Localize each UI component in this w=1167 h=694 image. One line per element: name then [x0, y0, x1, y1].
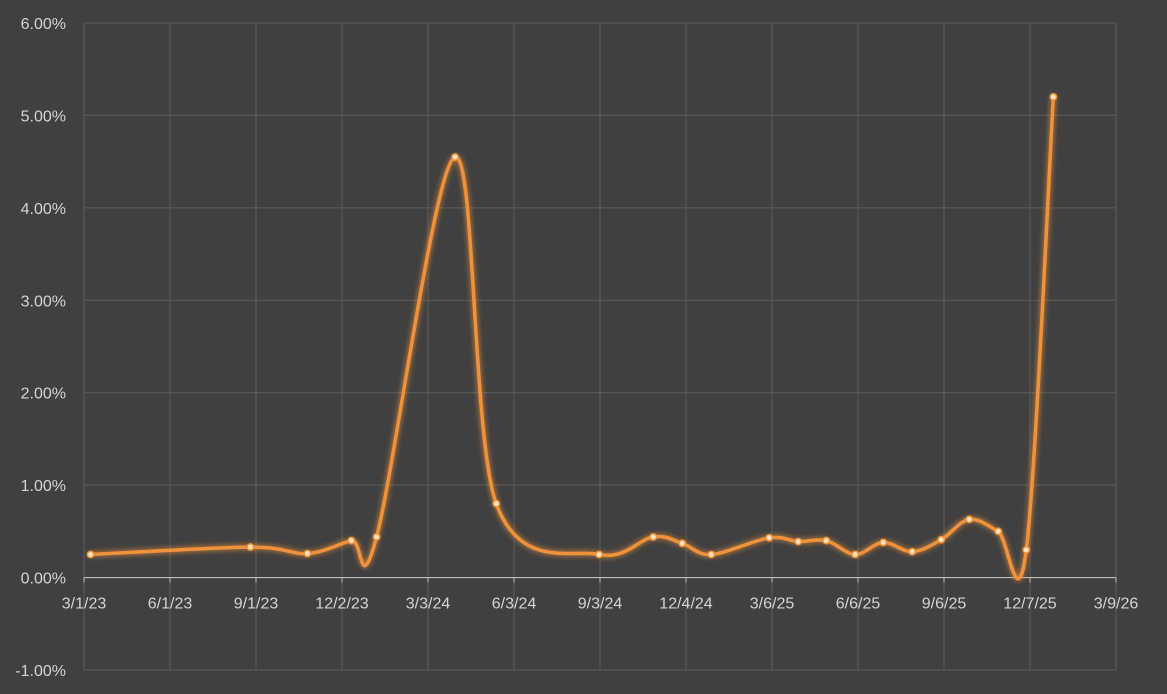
y-tick-label: -1.00% — [15, 663, 66, 680]
data-point — [822, 536, 831, 545]
y-tick-label: 2.00% — [21, 386, 66, 403]
data-point — [879, 538, 888, 547]
x-tick-label: 12/4/24 — [659, 596, 712, 613]
gridlines — [83, 22, 1117, 671]
data-point — [937, 535, 946, 544]
data-point — [246, 543, 255, 552]
data-point — [707, 550, 716, 559]
y-tick-label: 0.00% — [21, 571, 66, 588]
data-point — [1049, 92, 1058, 101]
y-tick-label: 6.00% — [21, 16, 66, 33]
data-point — [451, 153, 460, 161]
x-tick-label: 6/6/25 — [836, 596, 881, 613]
series-line — [88, 95, 1056, 581]
x-tick-label: 12/2/23 — [315, 596, 368, 613]
x-tick-label: 9/6/25 — [922, 596, 967, 613]
y-tick-label: 4.00% — [21, 201, 66, 218]
y-tick-label: 5.00% — [21, 108, 66, 125]
x-tick-label: 6/3/24 — [492, 596, 537, 613]
y-tick-labels: 6.00% 5.00% 4.00% 3.00% 2.00% 1.00% 0.00% -1.00… — [15, 16, 66, 680]
data-point — [347, 536, 356, 545]
data-point — [595, 550, 604, 559]
data-point — [86, 550, 95, 559]
data-point — [794, 537, 803, 546]
data-point — [965, 515, 974, 524]
x-tick-label: 9/1/23 — [234, 596, 279, 613]
data-point — [994, 527, 1003, 536]
x-tick-labels: 3/1/23 6/1/23 9/1/23 12/2/23 3/3/24 6/3/24 9/3… — [62, 596, 1139, 613]
x-tick-label: 3/9/26 — [1094, 596, 1139, 613]
points-layer — [86, 92, 1058, 559]
axes — [83, 576, 1117, 583]
data-point — [492, 499, 501, 508]
y-tick-label: 3.00% — [21, 293, 66, 310]
x-tick-label: 9/3/24 — [578, 596, 623, 613]
data-point — [372, 532, 381, 541]
data-point — [765, 533, 774, 542]
data-point — [649, 532, 658, 541]
x-tick-label: 3/6/25 — [750, 596, 795, 613]
data-point — [303, 549, 312, 558]
data-point — [1022, 545, 1031, 554]
data-point — [851, 550, 860, 559]
data-point — [678, 539, 687, 548]
y-tick-label: 1.00% — [21, 478, 66, 495]
x-tick-label: 12/7/25 — [1003, 596, 1056, 613]
x-tick-label: 6/1/23 — [148, 596, 193, 613]
x-tick-label: 3/3/24 — [406, 596, 451, 613]
x-tick-label: 3/1/23 — [62, 596, 107, 613]
data-point — [908, 547, 917, 556]
series-layer — [88, 95, 1056, 581]
